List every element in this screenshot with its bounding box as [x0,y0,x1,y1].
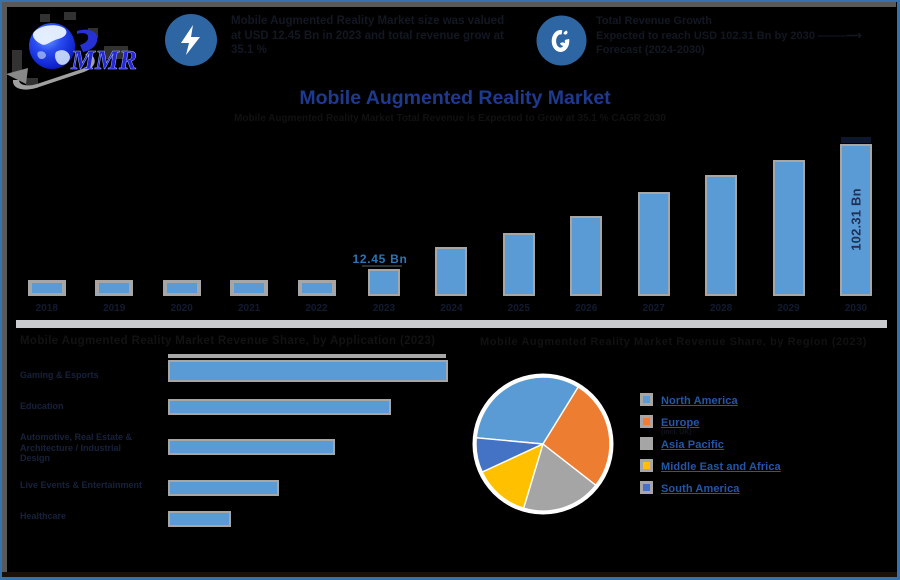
svg-text:MMR: MMR [70,45,137,75]
